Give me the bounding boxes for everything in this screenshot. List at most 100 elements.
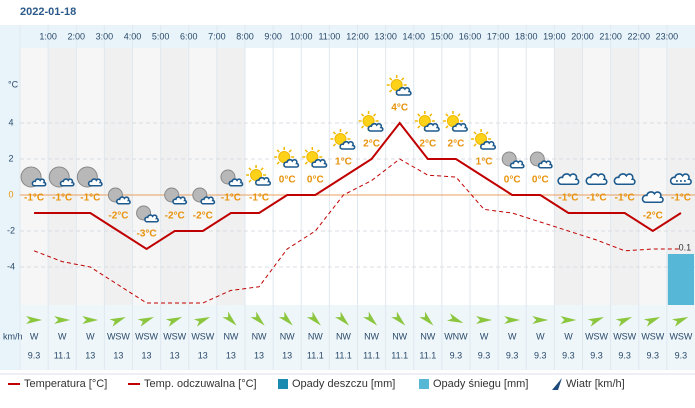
sun-ray	[332, 143, 337, 147]
weather-icon	[557, 173, 580, 186]
arrow	[334, 311, 350, 326]
hour-label: 2:00	[67, 31, 85, 41]
weather-icon	[501, 151, 525, 169]
legend-label: Opady deszczu [mm]	[292, 378, 395, 390]
column-bg	[160, 48, 189, 305]
wind-speed: 13	[226, 350, 236, 360]
column-bg	[132, 48, 161, 305]
arrow	[137, 317, 154, 327]
weather-icon	[669, 173, 692, 186]
sun-ray	[473, 143, 477, 147]
wind-speed: 9.3	[618, 350, 631, 360]
sun-ray	[248, 179, 252, 183]
wind-arrow	[193, 317, 211, 327]
arrow	[532, 316, 549, 324]
weather-icon	[641, 191, 664, 204]
hour-label: 19:00	[543, 31, 566, 41]
column-bg	[413, 48, 442, 305]
wind-speed: 9.3	[534, 350, 547, 360]
hour-label: 10:00	[290, 31, 313, 41]
cloud-icon	[255, 176, 272, 186]
wind-speed: 9.3	[590, 350, 603, 360]
cloud-icon	[172, 196, 188, 205]
column-bg	[104, 48, 133, 305]
temperature-label: -3°C	[137, 229, 157, 240]
wind-arrow	[363, 311, 378, 326]
snowflake	[675, 180, 678, 182]
wind-arrow	[137, 317, 154, 327]
weather-icon	[442, 111, 468, 132]
hour-label: 13:00	[374, 31, 397, 41]
sun-ray	[473, 131, 477, 135]
sun-ray	[344, 131, 349, 135]
weather-icon	[107, 187, 131, 205]
hour-label: 18:00	[515, 31, 538, 41]
wind-direction: NW	[223, 331, 238, 341]
arrow	[615, 317, 633, 327]
hour-label: 23:00	[656, 31, 679, 41]
weather-icon	[358, 111, 384, 132]
sun-ray	[445, 125, 449, 129]
wind-arrow	[419, 311, 434, 326]
wind-arrow	[222, 311, 237, 326]
wind-direction: NW	[364, 331, 379, 341]
sun-ray	[360, 113, 365, 117]
wind-speed: 13	[85, 350, 95, 360]
cloud-icon	[641, 191, 664, 204]
wind-arrow	[165, 317, 183, 327]
arrow	[363, 311, 378, 326]
arrow	[109, 317, 126, 327]
wind-direction: W	[58, 331, 67, 341]
temperature-label: -2°C	[193, 211, 213, 222]
sun-ray	[389, 89, 393, 93]
temperature-label: 2°C	[448, 139, 465, 150]
snow-bar	[667, 254, 694, 305]
wind-arrow	[560, 316, 577, 324]
weather-icon	[471, 129, 497, 150]
legend-swatch	[278, 379, 288, 389]
temperature-label: -1°C	[671, 193, 691, 204]
wind-speed: 11.1	[307, 350, 324, 360]
temperature-label: 0°C	[279, 175, 296, 186]
snowflake	[683, 180, 686, 182]
hour-label: 1:00	[39, 31, 57, 41]
y-tick-label: 4	[8, 117, 13, 127]
cloud-icon	[451, 122, 468, 132]
hour-label: 5:00	[152, 31, 170, 41]
weather-icon	[164, 187, 188, 205]
wind-speed: 9.3	[478, 350, 491, 360]
wind-direction: NW	[420, 331, 435, 341]
y-tick-label: -2	[7, 225, 15, 235]
wind-speed: 9.3	[675, 350, 688, 360]
wind-direction: W	[508, 331, 517, 341]
wind-arrow	[476, 316, 493, 324]
cloud-icon	[116, 196, 131, 205]
hour-label: 11:00	[318, 31, 340, 41]
wind-unit: km/h	[3, 331, 23, 341]
cloud-icon	[31, 178, 47, 187]
arrow	[447, 313, 464, 323]
sun-ray	[417, 125, 421, 129]
column-bg	[638, 48, 667, 305]
sun-ray	[248, 167, 252, 171]
wind-direction: WSW	[613, 331, 636, 341]
hour-label: 7:00	[208, 31, 226, 41]
cloud-icon	[87, 178, 103, 187]
wind-direction: WSW	[107, 331, 130, 341]
snow-label: 0.1	[679, 242, 692, 252]
weather-icon	[20, 166, 47, 188]
weather-icon	[414, 111, 440, 132]
arrow	[476, 316, 493, 324]
cloud-icon	[283, 158, 300, 168]
wind-arrow	[615, 317, 633, 327]
temperature-label: -1°C	[221, 193, 241, 204]
wind-direction: NW	[392, 331, 407, 341]
hour-label: 22:00	[627, 31, 650, 41]
hour-label: 4:00	[124, 31, 142, 41]
sun-ray	[276, 149, 280, 153]
temperature-label: 0°C	[307, 175, 324, 186]
weather-icon	[386, 75, 412, 96]
weather-icon	[529, 151, 553, 169]
wind-arrow	[82, 316, 99, 324]
